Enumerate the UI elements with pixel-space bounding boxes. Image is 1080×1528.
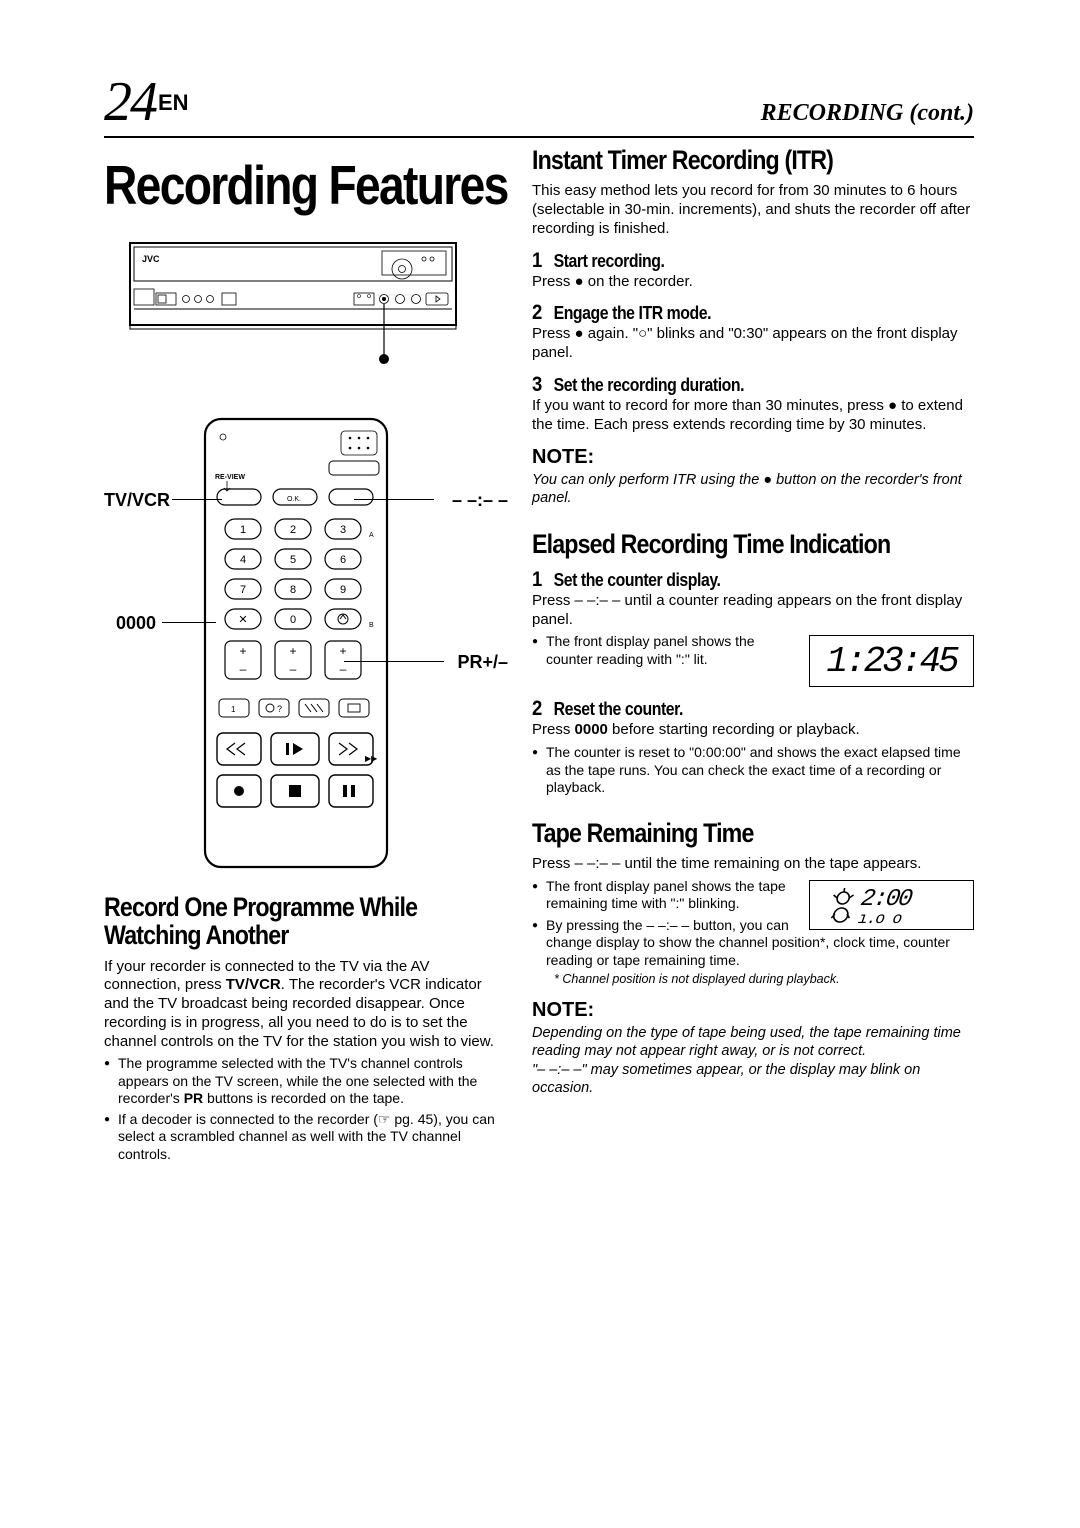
itr-title: Instant Timer Recording (ITR) [532,146,912,174]
svg-text:6: 6 [340,554,346,566]
svg-text:+: + [289,644,296,658]
itr-note: You can only perform ITR using the ● but… [532,471,974,507]
callout-dashes: – –:– – [452,490,508,511]
step-title: Set the recording duration. [554,375,745,395]
callout-0000: 0000 [116,613,156,634]
page-number-value: 24 [104,71,156,133]
left-intro-bold: TV/VCR [226,976,281,993]
svg-text:+: + [239,644,246,658]
page-lang: EN [158,90,189,115]
svg-text:A: A [369,532,374,539]
step-title: Engage the ITR mode. [554,303,712,323]
tape-bullet-2: By pressing the – –:– – button, you can … [532,917,974,970]
left-bullet-1: The programme selected with the TV's cha… [104,1055,504,1108]
recorder-illustration: JVC [104,237,504,375]
itr-step-2-title: 2 Engage the ITR mode. [532,301,921,325]
itr-note-label: NOTE: [532,446,974,469]
step-num: 1 [532,249,550,273]
svg-text:1: 1 [231,705,236,714]
svg-text:7: 7 [240,584,246,596]
svg-text:JVC: JVC [142,254,160,264]
svg-text:▶▶: ▶▶ [365,754,378,763]
itr-step-1-body: Press ● on the recorder. [532,273,974,292]
counter-value: 1:23:45 [826,639,956,684]
tape-note-label: NOTE: [532,999,974,1022]
page-number: 24EN [104,70,189,134]
bullet-text: buttons is recorded on the tape. [203,1090,404,1106]
elapsed-step-1-body: Press – –:– – until a counter reading ap… [532,592,974,630]
step-num: 3 [532,373,550,397]
tape-note: Depending on the type of tape being used… [532,1024,974,1097]
callout-pr: PR+/– [457,652,508,673]
elapsed-step-1-title: 1 Set the counter display. [532,568,921,592]
left-bullet-2: If a decoder is connected to the recorde… [104,1111,504,1164]
tape-title: Tape Remaining Time [532,819,912,847]
elapsed-step-2-post: before starting recording or playback. [608,721,860,738]
svg-text:✕: ✕ [238,614,247,626]
tape-subnote: * Channel position is not displayed duri… [532,972,974,987]
step-num: 2 [532,301,550,325]
itr-intro: This easy method lets you record for fro… [532,182,974,238]
page-header: 24EN RECORDING (cont.) [104,70,974,138]
svg-text:–: – [340,662,347,676]
section-title: RECORDING (cont.) [761,100,974,127]
step-num: 1 [532,568,550,592]
itr-step-1-title: 1 Start recording. [532,249,921,273]
svg-text:0: 0 [290,614,296,626]
svg-text:8: 8 [290,584,296,596]
itr-step-3-body: If you want to record for more than 30 m… [532,397,974,435]
elapsed-step-2-title: 2 Reset the counter. [532,697,921,721]
remote-icon: RE-VIEW O.K. 1 2 3 4 5 6 [201,415,391,875]
svg-text:2: 2 [290,524,296,536]
svg-text:?: ? [277,704,282,714]
svg-text:1: 1 [240,524,246,536]
svg-text:2:00: 2:00 [859,886,914,913]
svg-text:9: 9 [340,584,346,596]
tape-intro: Press – –:– – until the time remaining o… [532,855,974,874]
svg-text:–: – [290,662,297,676]
main-title: Recording Features [104,158,440,213]
svg-text:RE-VIEW: RE-VIEW [215,474,245,481]
step-title: Reset the counter. [554,699,683,719]
svg-text:3: 3 [340,524,346,536]
tape-bullet-1: The front display panel shows the tape r… [532,878,787,913]
svg-text:5: 5 [290,554,296,566]
elapsed-step-2-pre: Press [532,721,575,738]
left-body: If your recorder is connected to the TV … [104,958,504,1164]
step-title: Start recording. [554,251,665,271]
elapsed-step-2-bullet: The counter is reset to "0:00:00" and sh… [532,744,974,797]
svg-text:–: – [240,662,247,676]
counter-display: 1:23:45 [809,635,974,687]
step-title: Set the counter display. [554,570,721,590]
elapsed-title: Elapsed Recording Time Indication [532,530,912,558]
svg-text:O.K.: O.K. [287,496,301,503]
callout-tvvcr: TV/VCR [104,490,170,511]
elapsed-step-2-bold: 0000 [575,721,608,738]
bullet-bold: PR [184,1090,203,1106]
svg-text:+: + [339,644,346,658]
remote-illustration: TV/VCR 0000 – –:– – PR+/– RE- [104,415,504,875]
recorder-icon: JVC [124,237,464,367]
svg-text:4: 4 [240,554,246,566]
step-num: 2 [532,697,550,721]
itr-step-3-title: 3 Set the recording duration. [532,373,921,397]
bullet-text: If a decoder is connected to the recorde… [118,1111,495,1162]
elapsed-step-1-bullet: The front display panel shows the counte… [532,633,782,668]
svg-text:B: B [369,622,374,629]
left-sub-title: Record One Programme While Watching Anot… [104,893,448,950]
itr-step-2-body: Press ● again. "○" blinks and "0:30" app… [532,325,974,363]
